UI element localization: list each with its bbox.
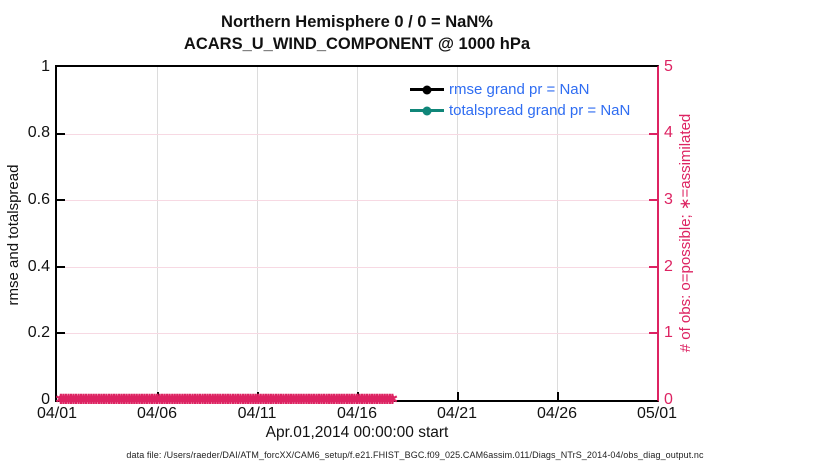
gridline-horizontal — [57, 134, 657, 135]
chart-title-block: Northern Hemisphere 0 / 0 = NaN% ACARS_U… — [57, 11, 657, 55]
x-tick-mark — [257, 392, 259, 400]
x-tick-label: 04/11 — [237, 405, 277, 422]
gridline-horizontal — [57, 333, 657, 334]
gridline-horizontal — [57, 267, 657, 268]
y-right-tick-mark — [649, 266, 657, 268]
legend-marker-circle-icon — [422, 85, 432, 94]
y-left-axis-label: rmse and totalspread — [5, 164, 22, 306]
y-right-tick-mark — [649, 199, 657, 201]
x-tick-label: 04/06 — [136, 405, 178, 422]
y-right-tick-label: 3 — [664, 191, 673, 208]
legend-label-totalspread: totalspread grand pr = NaN — [449, 102, 631, 119]
y-left-tick-label: 0.6 — [27, 191, 50, 208]
gridline-vertical — [557, 67, 558, 400]
gridline-vertical — [257, 67, 258, 400]
legend-item-totalspread: totalspread grand pr = NaN — [410, 100, 630, 121]
y-right-tick-label: 0 — [664, 391, 673, 408]
y-left-tick-label: 1 — [41, 58, 50, 75]
chart-title-line2: ACARS_U_WIND_COMPONENT @ 1000 hPa — [183, 35, 531, 53]
plot-area — [55, 65, 659, 402]
x-tick-mark — [357, 392, 359, 400]
legend-label-rmse: rmse grand pr = NaN — [449, 81, 590, 98]
legend-item-rmse: rmse grand pr = NaN — [410, 79, 630, 100]
y-left-tick-label: 0.8 — [27, 124, 50, 141]
y-right-tick-label: 4 — [664, 124, 673, 141]
x-tick-label: 04/21 — [436, 405, 478, 422]
x-tick-mark — [157, 392, 159, 400]
gridline-vertical — [157, 67, 158, 400]
y-right-tick-label: 5 — [664, 58, 673, 75]
y-left-tick-label: 0.2 — [27, 324, 50, 341]
x-tick-label: 04/01 — [36, 405, 78, 422]
x-tick-mark — [457, 392, 459, 400]
gridline-vertical — [357, 67, 358, 400]
y-left-tick-label: 0.4 — [27, 258, 50, 275]
legend: rmse grand pr = NaN totalspread grand pr… — [410, 79, 630, 121]
legend-line-totalspread — [410, 106, 444, 115]
y-right-tick-mark — [649, 332, 657, 334]
data-file-caption: data file: /Users/raeder/DAI/ATM_forcXX/… — [126, 450, 704, 460]
chart-title-line1: Northern Hemisphere 0 / 0 = NaN% — [221, 13, 493, 31]
y-left-tick-mark — [57, 199, 65, 201]
y-left-tick-label: 0 — [41, 391, 50, 408]
x-tick-label: 04/16 — [336, 405, 378, 422]
y-left-tick-mark — [57, 266, 65, 268]
obs-assimilated-marker-band: ✱✱✱✱✱✱✱✱✱✱✱✱✱✱✱✱✱✱✱✱✱✱✱✱✱✱✱✱✱✱✱✱✱✱✱✱✱✱✱✱… — [55, 392, 398, 407]
x-tick-label: 04/26 — [536, 405, 578, 422]
y-left-tick-mark — [57, 332, 65, 334]
x-tick-label: 05/01 — [636, 405, 678, 422]
legend-line-rmse — [410, 85, 444, 94]
gridline-horizontal — [57, 200, 657, 201]
y-right-tick-label: 2 — [664, 258, 673, 275]
x-tick-mark — [557, 392, 559, 400]
gridline-vertical — [457, 67, 458, 400]
y-right-tick-label: 1 — [664, 324, 673, 341]
y-right-tick-mark — [649, 133, 657, 135]
y-left-tick-mark — [57, 133, 65, 135]
y-right-axis-label: # of obs: o=possible; ∗=assimilated — [677, 113, 694, 353]
legend-marker-circle-icon — [422, 106, 432, 115]
x-axis-label: Apr.01,2014 00:00:00 start — [265, 424, 449, 441]
